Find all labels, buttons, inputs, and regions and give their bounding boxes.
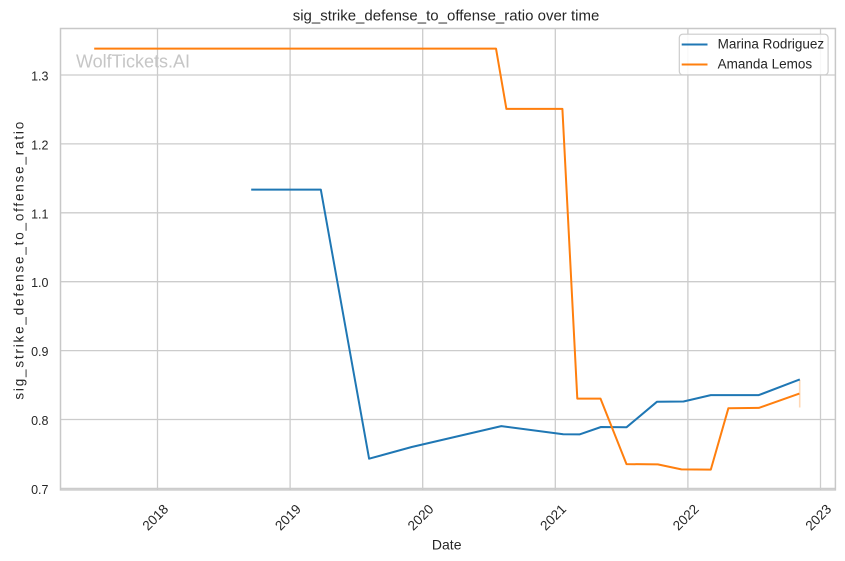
svg-text:Marina Rodriguez: Marina Rodriguez <box>718 37 825 52</box>
svg-text:WolfTickets.AI: WolfTickets.AI <box>76 52 190 72</box>
svg-text:Amanda Lemos: Amanda Lemos <box>718 57 813 72</box>
svg-text:sig_strike_defense_to_offense_: sig_strike_defense_to_offense_ratio over… <box>293 7 600 24</box>
svg-text:2018: 2018 <box>140 502 172 534</box>
svg-text:1.3: 1.3 <box>31 70 48 84</box>
svg-text:2020: 2020 <box>405 502 437 534</box>
svg-text:1.1: 1.1 <box>31 207 48 221</box>
svg-text:0.8: 0.8 <box>31 414 48 428</box>
svg-text:0.9: 0.9 <box>31 345 48 359</box>
svg-text:2023: 2023 <box>803 502 835 534</box>
svg-text:sig_strike_defense_to_offense_: sig_strike_defense_to_offense_ratio <box>12 120 27 400</box>
svg-text:2019: 2019 <box>272 502 304 534</box>
svg-text:0.7: 0.7 <box>31 483 48 497</box>
svg-text:1.0: 1.0 <box>31 276 48 290</box>
svg-text:2022: 2022 <box>670 502 702 534</box>
svg-text:Date: Date <box>432 537 462 553</box>
svg-text:2021: 2021 <box>537 502 569 534</box>
svg-text:1.2: 1.2 <box>31 138 48 152</box>
